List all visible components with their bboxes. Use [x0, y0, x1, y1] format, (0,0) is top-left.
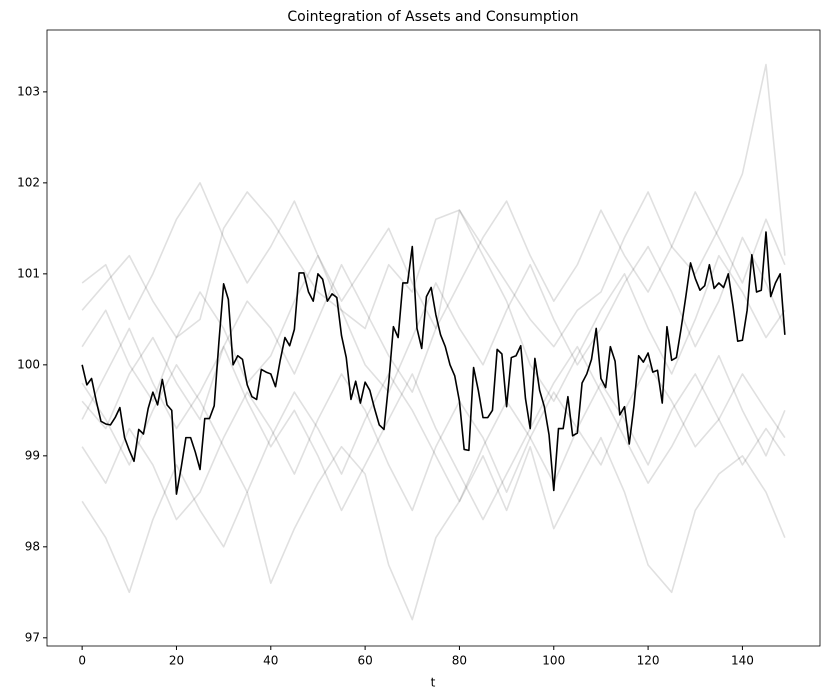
x-tick-label: 140 [731, 654, 754, 668]
x-tick-label: 100 [542, 654, 565, 668]
x-tick-label: 120 [637, 654, 660, 668]
series-line [81, 436, 786, 621]
y-tick-label: 98 [25, 539, 40, 553]
series-line [81, 209, 786, 430]
series-line [81, 364, 786, 503]
series-line [81, 231, 786, 495]
series-line [81, 236, 786, 403]
x-tick-label: 40 [263, 654, 278, 668]
series-line [81, 182, 786, 330]
x-tick-label: 80 [452, 654, 467, 668]
y-tick-label: 103 [17, 84, 40, 98]
y-tick-label: 100 [17, 357, 40, 371]
x-tick-label: 60 [357, 654, 372, 668]
y-tick-label: 99 [25, 448, 40, 462]
x-tick-label: 20 [169, 654, 184, 668]
x-tick-label: 0 [78, 654, 86, 668]
plot-frame [46, 29, 821, 647]
series-line [81, 63, 786, 348]
x-axis-label: t [431, 676, 436, 690]
y-tick-label: 97 [25, 630, 40, 644]
y-tick-label: 102 [17, 175, 40, 189]
series-line [81, 327, 786, 521]
y-tick-label: 101 [17, 266, 40, 280]
series-line [81, 364, 786, 521]
chart-title: Cointegration of Assets and Consumption [287, 9, 578, 25]
